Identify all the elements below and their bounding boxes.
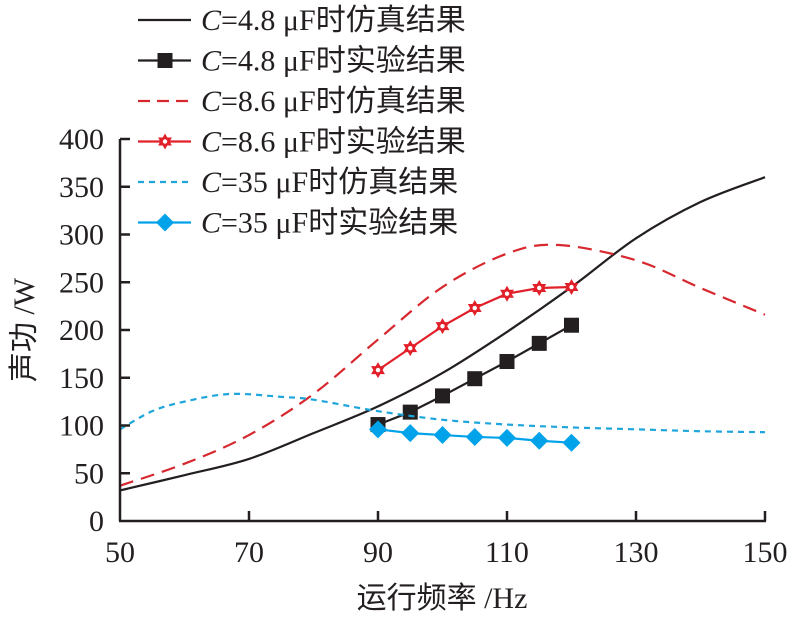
data-point	[499, 354, 515, 370]
legend-label-variable: C	[201, 166, 222, 199]
data-point	[531, 335, 547, 351]
data-point	[435, 388, 450, 404]
data-point	[465, 427, 484, 446]
data-point	[562, 433, 581, 452]
data-point	[403, 340, 418, 357]
y-tick-label: 250	[59, 266, 104, 299]
y-tick-label: 150	[59, 362, 104, 395]
x-tick-label: 50	[105, 536, 135, 569]
data-point	[402, 404, 418, 420]
legend-label-text: =4.8 μF时仿真结果	[221, 4, 466, 37]
data-point	[467, 371, 483, 387]
data-point	[564, 279, 579, 296]
data-point	[532, 279, 547, 296]
legend-label-text: =4.8 μF时实验结果	[221, 45, 466, 78]
data-point	[369, 420, 387, 439]
y-tick-label: 350	[59, 171, 104, 204]
legend-marker	[156, 213, 174, 232]
legend-label-text: =35 μF时仿真结果	[221, 166, 458, 199]
legend-label: C=4.8 μF时实验结果	[201, 45, 466, 78]
data-point	[371, 362, 385, 379]
legend-label: C=35 μF时仿真结果	[201, 166, 458, 199]
legend-marker	[158, 133, 172, 150]
x-tick-label: 90	[363, 536, 393, 569]
data-point	[530, 431, 549, 450]
y-tick-label: 200	[59, 314, 104, 347]
data-point	[564, 317, 579, 333]
legend-label-variable: C	[201, 126, 222, 159]
data-point	[435, 318, 450, 335]
legend-item: C=8.6 μF时仿真结果	[138, 85, 466, 118]
y-axis-title: 声功 /W	[8, 277, 41, 382]
series-line	[119, 176, 766, 492]
data-point	[500, 285, 514, 302]
legend-label: C=4.8 μF时仿真结果	[201, 4, 466, 37]
x-tick-label: 150	[743, 536, 788, 569]
legend-label-text: =8.6 μF时仿真结果	[221, 85, 466, 118]
series-line	[119, 392, 766, 434]
x-tick-label: 70	[234, 536, 264, 569]
y-tick-label: 400	[59, 123, 104, 156]
data-point	[401, 424, 420, 443]
y-tick-label: 50	[74, 457, 104, 490]
legend-label: C=8.6 μF时实验结果	[201, 126, 466, 159]
legend-label-text: =35 μF时实验结果	[221, 207, 458, 240]
data-point	[498, 428, 516, 447]
series-3	[371, 279, 579, 379]
series-5	[369, 420, 581, 452]
legend-item: C=35 μF时实验结果	[138, 207, 458, 240]
legend-item: C=35 μF时仿真结果	[138, 166, 458, 199]
series-4	[119, 392, 766, 434]
x-tick-label: 110	[485, 536, 529, 569]
legend-label-variable: C	[201, 45, 222, 78]
legend-label-text: =8.6 μF时实验结果	[221, 126, 466, 159]
legend-label-variable: C	[201, 4, 222, 37]
x-tick-label: 130	[614, 536, 659, 569]
legend-item: C=8.6 μF时实验结果	[138, 126, 466, 159]
data-point	[433, 426, 452, 445]
y-tick-label: 300	[59, 219, 104, 252]
legend-label-variable: C	[201, 85, 222, 118]
series-layer	[119, 176, 766, 492]
y-tick-label: 100	[59, 410, 104, 443]
legend-item: C=4.8 μF时仿真结果	[138, 4, 466, 37]
legend-item: C=4.8 μF时实验结果	[138, 45, 466, 78]
legend-label-variable: C	[201, 207, 222, 240]
series-line	[119, 243, 766, 487]
data-point	[467, 300, 482, 317]
series-0	[119, 176, 766, 492]
series-2	[119, 243, 766, 487]
legend-label: C=35 μF时实验结果	[201, 207, 458, 240]
x-axis-title: 运行频率 /Hz	[357, 582, 528, 615]
legend-label: C=8.6 μF时仿真结果	[201, 85, 466, 118]
legend-marker	[157, 53, 173, 68]
series-line	[377, 285, 572, 372]
y-tick-label: 0	[89, 505, 104, 538]
